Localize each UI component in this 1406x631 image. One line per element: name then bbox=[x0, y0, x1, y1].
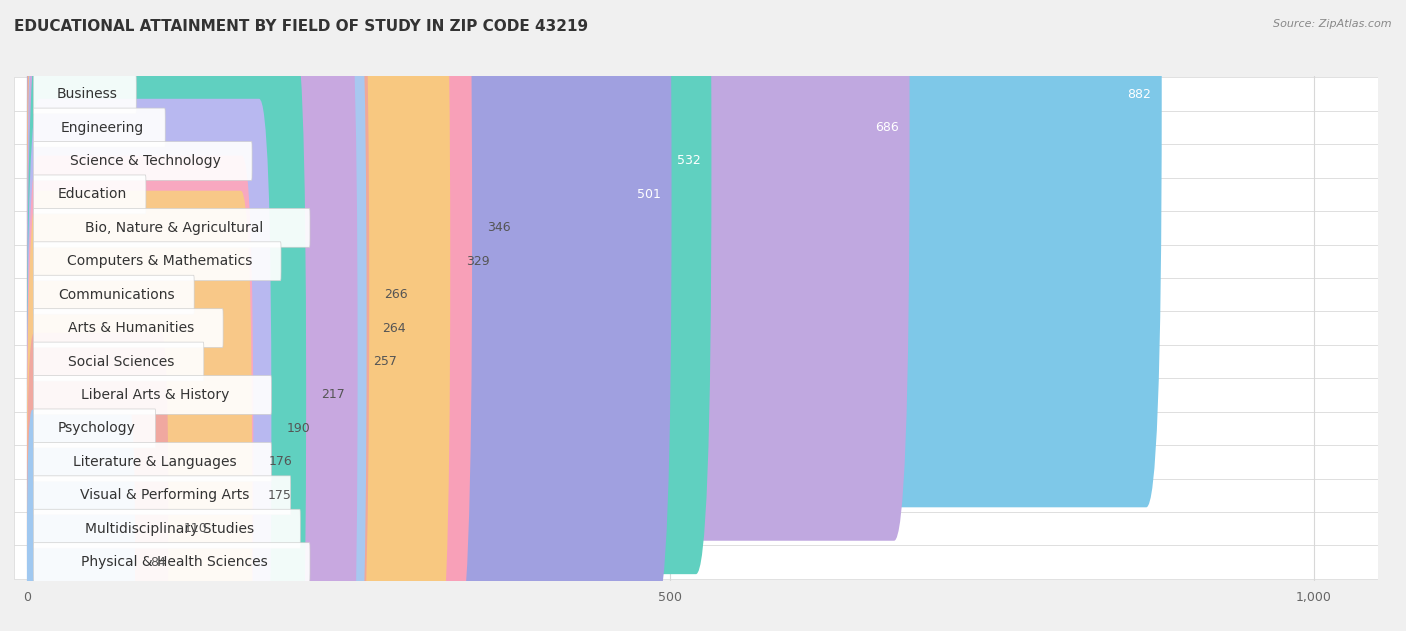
Text: Psychology: Psychology bbox=[58, 422, 136, 435]
Text: Literature & Languages: Literature & Languages bbox=[73, 455, 236, 469]
FancyBboxPatch shape bbox=[34, 108, 166, 147]
Text: Science & Technology: Science & Technology bbox=[70, 154, 221, 168]
FancyBboxPatch shape bbox=[27, 0, 1161, 507]
FancyBboxPatch shape bbox=[14, 545, 1378, 579]
FancyBboxPatch shape bbox=[27, 0, 367, 631]
Text: Bio, Nature & Agricultural: Bio, Nature & Agricultural bbox=[86, 221, 263, 235]
FancyBboxPatch shape bbox=[34, 342, 204, 381]
FancyBboxPatch shape bbox=[27, 0, 472, 631]
FancyBboxPatch shape bbox=[34, 476, 291, 515]
FancyBboxPatch shape bbox=[14, 78, 1378, 111]
Text: 532: 532 bbox=[678, 155, 702, 167]
FancyBboxPatch shape bbox=[27, 0, 357, 631]
Text: 264: 264 bbox=[382, 322, 406, 334]
FancyBboxPatch shape bbox=[14, 111, 1378, 144]
FancyBboxPatch shape bbox=[14, 345, 1378, 378]
FancyBboxPatch shape bbox=[34, 442, 271, 481]
FancyBboxPatch shape bbox=[34, 275, 194, 314]
FancyBboxPatch shape bbox=[27, 0, 711, 574]
FancyBboxPatch shape bbox=[27, 191, 252, 631]
Text: EDUCATIONAL ATTAINMENT BY FIELD OF STUDY IN ZIP CODE 43219: EDUCATIONAL ATTAINMENT BY FIELD OF STUDY… bbox=[14, 19, 588, 34]
Text: Arts & Humanities: Arts & Humanities bbox=[67, 321, 194, 335]
FancyBboxPatch shape bbox=[14, 312, 1378, 345]
FancyBboxPatch shape bbox=[27, 99, 271, 631]
FancyBboxPatch shape bbox=[34, 208, 309, 247]
Text: 175: 175 bbox=[267, 489, 291, 502]
FancyBboxPatch shape bbox=[27, 0, 910, 541]
FancyBboxPatch shape bbox=[34, 409, 156, 448]
Text: Computers & Mathematics: Computers & Mathematics bbox=[67, 254, 253, 268]
FancyBboxPatch shape bbox=[27, 333, 169, 631]
Text: 329: 329 bbox=[465, 255, 489, 268]
Text: 84: 84 bbox=[150, 556, 166, 569]
FancyBboxPatch shape bbox=[14, 512, 1378, 545]
FancyBboxPatch shape bbox=[14, 411, 1378, 445]
Text: Physical & Health Sciences: Physical & Health Sciences bbox=[82, 555, 267, 569]
Text: Social Sciences: Social Sciences bbox=[67, 355, 174, 369]
FancyBboxPatch shape bbox=[34, 543, 309, 582]
Text: Business: Business bbox=[58, 87, 118, 101]
FancyBboxPatch shape bbox=[14, 144, 1378, 178]
FancyBboxPatch shape bbox=[14, 445, 1378, 478]
FancyBboxPatch shape bbox=[34, 175, 146, 214]
FancyBboxPatch shape bbox=[27, 156, 253, 631]
Text: Liberal Arts & History: Liberal Arts & History bbox=[80, 388, 229, 402]
FancyBboxPatch shape bbox=[34, 74, 136, 114]
FancyBboxPatch shape bbox=[27, 0, 450, 631]
FancyBboxPatch shape bbox=[34, 141, 252, 180]
FancyBboxPatch shape bbox=[14, 178, 1378, 211]
Text: 346: 346 bbox=[488, 221, 512, 234]
Text: 686: 686 bbox=[876, 121, 900, 134]
FancyBboxPatch shape bbox=[34, 509, 301, 548]
Text: 882: 882 bbox=[1128, 88, 1152, 100]
Text: Education: Education bbox=[58, 187, 127, 201]
FancyBboxPatch shape bbox=[14, 378, 1378, 411]
FancyBboxPatch shape bbox=[27, 0, 672, 608]
Text: 176: 176 bbox=[269, 456, 292, 468]
FancyBboxPatch shape bbox=[34, 309, 224, 348]
Text: 217: 217 bbox=[322, 389, 346, 401]
Text: 190: 190 bbox=[287, 422, 311, 435]
FancyBboxPatch shape bbox=[34, 375, 271, 415]
FancyBboxPatch shape bbox=[14, 211, 1378, 245]
FancyBboxPatch shape bbox=[14, 245, 1378, 278]
Text: 110: 110 bbox=[184, 522, 208, 535]
Text: 501: 501 bbox=[637, 188, 661, 201]
Text: 266: 266 bbox=[385, 288, 408, 301]
FancyBboxPatch shape bbox=[34, 242, 281, 281]
Text: Multidisciplinary Studies: Multidisciplinary Studies bbox=[84, 522, 254, 536]
Text: 257: 257 bbox=[373, 355, 396, 368]
Text: Communications: Communications bbox=[58, 288, 174, 302]
FancyBboxPatch shape bbox=[14, 478, 1378, 512]
FancyBboxPatch shape bbox=[27, 0, 370, 631]
FancyBboxPatch shape bbox=[14, 278, 1378, 312]
Text: Visual & Performing Arts: Visual & Performing Arts bbox=[80, 488, 249, 502]
Text: Engineering: Engineering bbox=[60, 121, 143, 134]
FancyBboxPatch shape bbox=[27, 20, 307, 631]
FancyBboxPatch shape bbox=[27, 410, 135, 631]
Text: Source: ZipAtlas.com: Source: ZipAtlas.com bbox=[1274, 19, 1392, 29]
